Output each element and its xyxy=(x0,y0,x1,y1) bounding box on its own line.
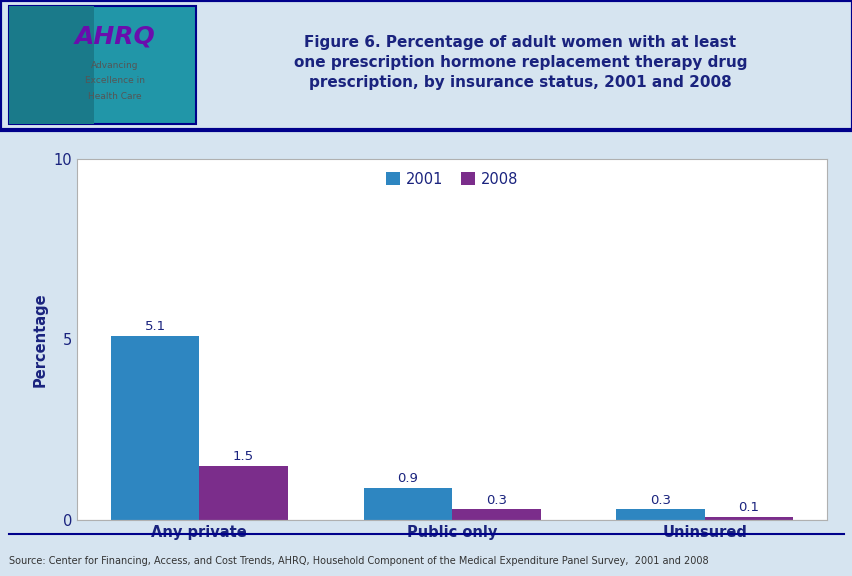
Bar xyxy=(704,517,792,520)
Text: Excellence in: Excellence in xyxy=(85,76,145,85)
Bar xyxy=(199,466,287,520)
Text: 0.9: 0.9 xyxy=(397,472,417,485)
Text: Advancing: Advancing xyxy=(91,60,139,70)
FancyBboxPatch shape xyxy=(9,6,196,123)
Bar xyxy=(111,336,199,520)
Y-axis label: Percentage: Percentage xyxy=(32,292,48,387)
Legend: 2001, 2008: 2001, 2008 xyxy=(379,166,524,193)
Text: Source: Center for Financing, Access, and Cost Trends, AHRQ, Household Component: Source: Center for Financing, Access, an… xyxy=(9,556,707,566)
Text: Health Care: Health Care xyxy=(89,92,141,101)
Text: 0.3: 0.3 xyxy=(649,494,671,506)
Text: 5.1: 5.1 xyxy=(144,320,165,333)
Bar xyxy=(616,509,704,520)
Bar xyxy=(363,488,452,520)
Text: AHRQ: AHRQ xyxy=(75,24,155,48)
Text: Figure 6. Percentage of adult women with at least
one prescription hormone repla: Figure 6. Percentage of adult women with… xyxy=(293,35,746,90)
FancyBboxPatch shape xyxy=(9,6,94,123)
Bar xyxy=(452,509,540,520)
Text: 1.5: 1.5 xyxy=(233,450,254,463)
Text: 0.1: 0.1 xyxy=(738,501,758,514)
Text: 0.3: 0.3 xyxy=(486,494,506,506)
